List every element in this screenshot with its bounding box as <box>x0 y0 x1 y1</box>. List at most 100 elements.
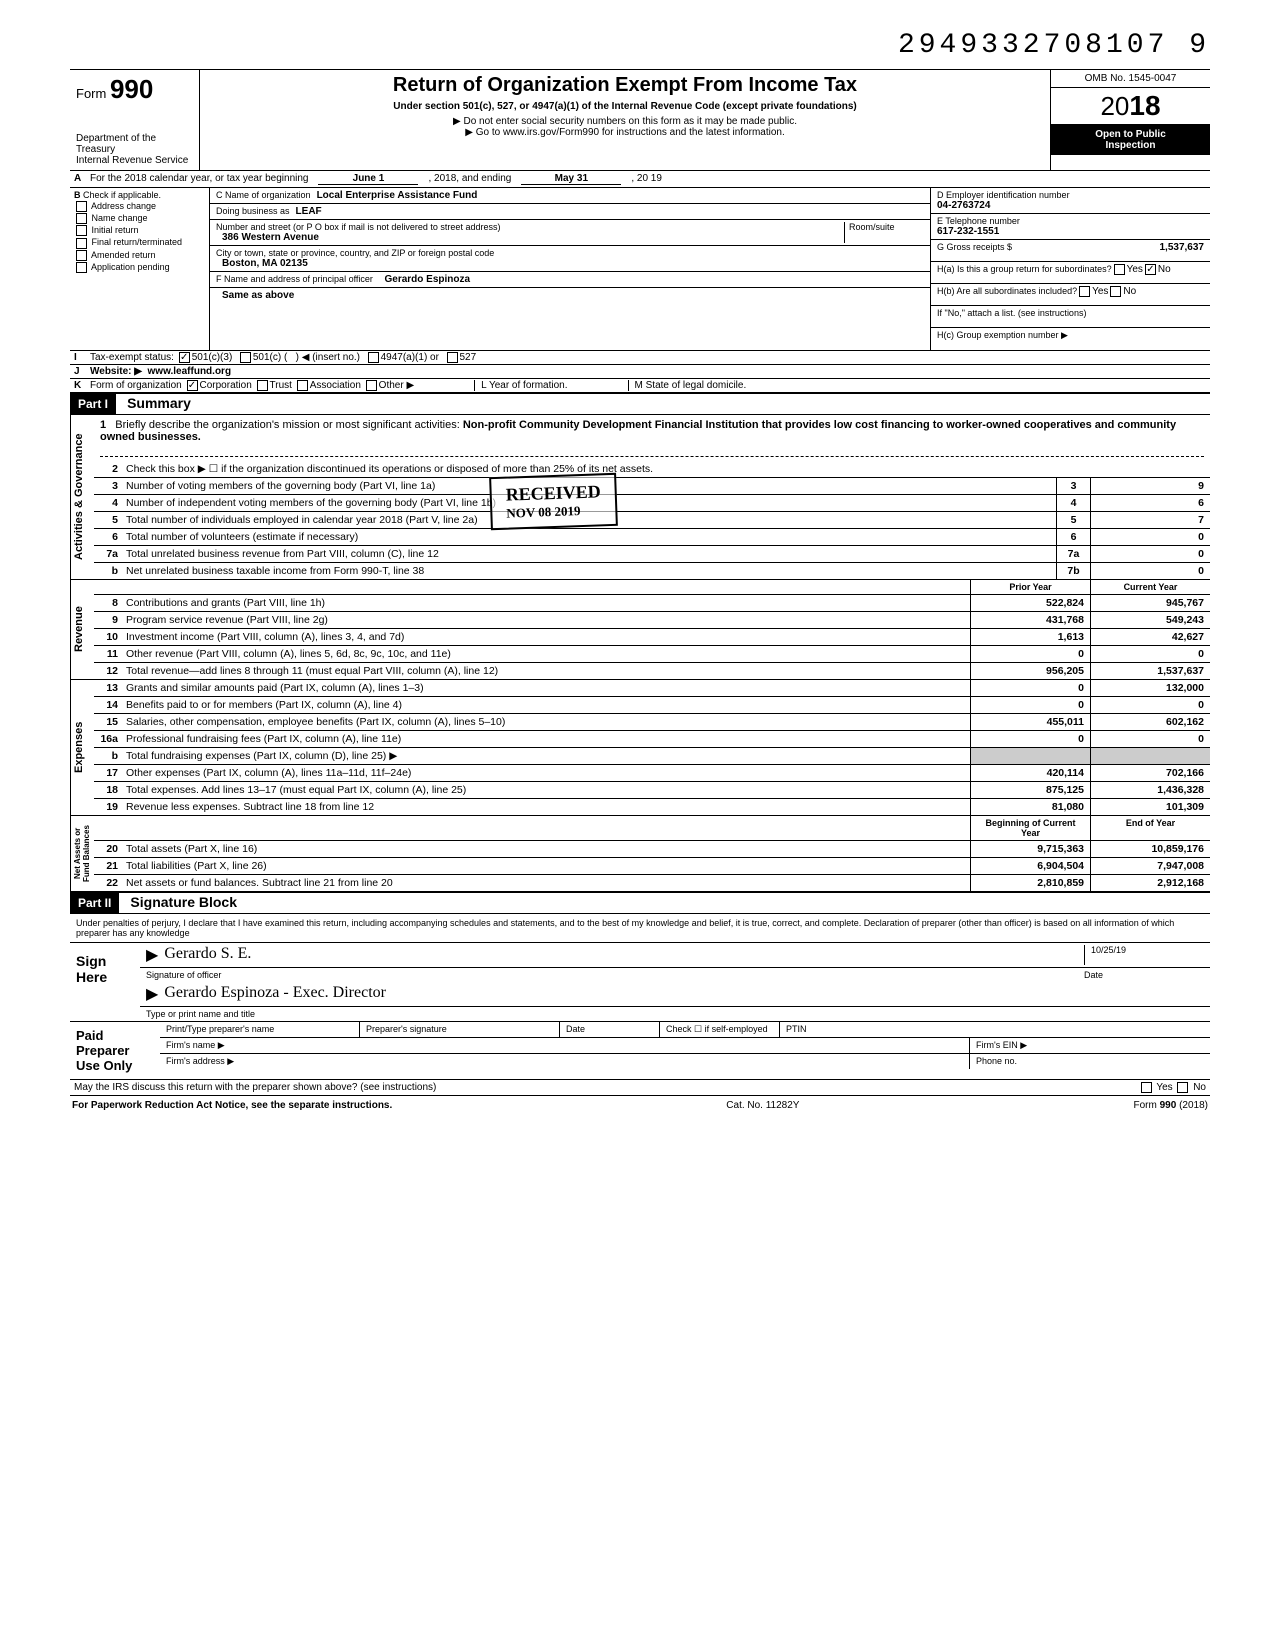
exp-13-prior: 0 <box>970 680 1090 696</box>
website-value: www.leaffund.org <box>148 366 232 377</box>
chk-label: Amended return <box>91 250 156 260</box>
hb-no-chk[interactable] <box>1110 286 1121 297</box>
chk-initial-return[interactable]: Initial return <box>74 225 205 236</box>
bal-20-begin: 9,715,363 <box>970 841 1090 857</box>
gov-6-val: 0 <box>1090 529 1210 545</box>
exp-15-desc: Salaries, other compensation, employee b… <box>122 714 970 730</box>
opt-4947: 4947(a)(1) or <box>381 352 439 363</box>
part1-header: Part I Summary <box>70 393 1210 415</box>
gov-7b-num: b <box>94 563 122 579</box>
col-b-header: Check if applicable. <box>83 190 161 200</box>
c-label: C Name of organization <box>216 190 311 201</box>
chk-501c3[interactable]: ✓ <box>179 352 190 363</box>
inspection-label: Inspection <box>1055 140 1206 151</box>
dba-label: Doing business as <box>216 206 290 217</box>
discuss-no-chk[interactable] <box>1177 1082 1188 1093</box>
chk-corp[interactable]: ✓ <box>187 380 198 391</box>
gov-3-val: 9 <box>1090 478 1210 494</box>
rev-12-curr: 1,537,637 <box>1090 663 1210 679</box>
exp-15-curr: 602,162 <box>1090 714 1210 730</box>
hdr-end: End of Year <box>1090 816 1210 840</box>
ha-yes: Yes <box>1127 264 1143 281</box>
discuss-no: No <box>1193 1082 1206 1093</box>
stamp-received: RECEIVED <box>505 481 601 505</box>
chk-label: Application pending <box>91 262 170 272</box>
chk-application-pending[interactable]: Application pending <box>74 262 205 273</box>
line-a-mid: , 2018, and ending <box>428 173 511 185</box>
chk-other[interactable] <box>366 380 377 391</box>
gov-7b-val: 0 <box>1090 563 1210 579</box>
exp-16b-desc: Total fundraising expenses (Part IX, col… <box>122 748 970 764</box>
chk-trust[interactable] <box>257 380 268 391</box>
exp-17-curr: 702,166 <box>1090 765 1210 781</box>
rev-12-num: 12 <box>94 663 122 679</box>
rev-11-num: 11 <box>94 646 122 662</box>
city-label: City or town, state or province, country… <box>216 248 924 258</box>
prep-date-hdr: Date <box>560 1022 660 1037</box>
exp-19-curr: 101,309 <box>1090 799 1210 815</box>
form-org-label: Form of organization <box>90 380 182 391</box>
discuss-yes: Yes <box>1156 1082 1172 1093</box>
footer-left: For Paperwork Reduction Act Notice, see … <box>72 1100 392 1111</box>
chk-assoc[interactable] <box>297 380 308 391</box>
chk-501c[interactable] <box>240 352 251 363</box>
opt-527: 527 <box>460 352 477 363</box>
part2-tag: Part II <box>70 893 119 913</box>
discuss-yes-chk[interactable] <box>1141 1082 1152 1093</box>
rev-10-num: 10 <box>94 629 122 645</box>
arrow-icon: ▶ <box>146 945 158 965</box>
rev-10-prior: 1,613 <box>970 629 1090 645</box>
signature-block: Under penalties of perjury, I declare th… <box>70 914 1210 1022</box>
period-end: May 31 <box>521 173 621 185</box>
website-label: Website: ▶ <box>90 366 142 377</box>
addr-label: Number and street (or P O box if mail is… <box>216 222 844 232</box>
row-i: I Tax-exempt status: ✓ 501(c)(3) 501(c) … <box>70 351 1210 365</box>
part1-title: Summary <box>119 395 191 411</box>
row-a: A For the 2018 calendar year, or tax yea… <box>70 171 1210 188</box>
rev-8-prior: 522,824 <box>970 595 1090 611</box>
opt-other: Other ▶ <box>379 380 414 391</box>
chk-label: Address change <box>91 201 156 211</box>
form-number: 990 <box>110 74 153 104</box>
exp-16a-curr: 0 <box>1090 731 1210 747</box>
exp-15-num: 15 <box>94 714 122 730</box>
bal-22-end: 2,912,168 <box>1090 875 1210 891</box>
header-left: Form 990 Department of the Treasury Inte… <box>70 70 200 170</box>
opt-trust: Trust <box>270 380 292 391</box>
tax-exempt-label: Tax-exempt status: <box>90 352 174 363</box>
exp-16a-num: 16a <box>94 731 122 747</box>
chk-527[interactable] <box>447 352 458 363</box>
prep-ptin-hdr: PTIN <box>780 1022 1210 1037</box>
sig-label: Signature of officer <box>146 970 1084 980</box>
exp-17-prior: 420,114 <box>970 765 1090 781</box>
form-header: Form 990 Department of the Treasury Inte… <box>70 69 1210 171</box>
same-as-above: Same as above <box>222 290 294 301</box>
ha-no-chk[interactable]: ✓ <box>1145 264 1156 275</box>
chk-4947[interactable] <box>368 352 379 363</box>
chk-label: Final return/terminated <box>92 237 183 247</box>
city-value: Boston, MA 02135 <box>222 258 924 269</box>
addr-value: 386 Western Avenue <box>222 232 844 243</box>
section-b-to-h: B Check if applicable. Address change Na… <box>70 188 1210 351</box>
chk-final-return[interactable]: Final return/terminated <box>74 237 205 248</box>
gov-5-val: 7 <box>1090 512 1210 528</box>
rev-8-desc: Contributions and grants (Part VIII, lin… <box>122 595 970 611</box>
hb-yes-chk[interactable] <box>1079 286 1090 297</box>
received-stamp: RECEIVED NOV 08 2019 <box>489 473 618 530</box>
vtab-revenue: Revenue <box>70 580 94 679</box>
bal-20-desc: Total assets (Part X, line 16) <box>122 841 970 857</box>
exp-16b-curr <box>1090 748 1210 764</box>
gov-5-num: 5 <box>94 512 122 528</box>
chk-amended[interactable]: Amended return <box>74 250 205 261</box>
opt-501c: 501(c) ( <box>253 352 287 363</box>
exp-19-prior: 81,080 <box>970 799 1090 815</box>
bal-22-num: 22 <box>94 875 122 891</box>
chk-name-change[interactable]: Name change <box>74 213 205 224</box>
column-d-h: D Employer identification number04-27637… <box>930 188 1210 350</box>
ha-yes-chk[interactable] <box>1114 264 1125 275</box>
chk-address-change[interactable]: Address change <box>74 201 205 212</box>
rev-9-prior: 431,768 <box>970 612 1090 628</box>
mission-row: 1 Briefly describe the organization's mi… <box>94 415 1210 461</box>
row-k: K Form of organization ✓ Corporation Tru… <box>70 379 1210 393</box>
line-a-label: For the 2018 calendar year, or tax year … <box>90 173 308 185</box>
